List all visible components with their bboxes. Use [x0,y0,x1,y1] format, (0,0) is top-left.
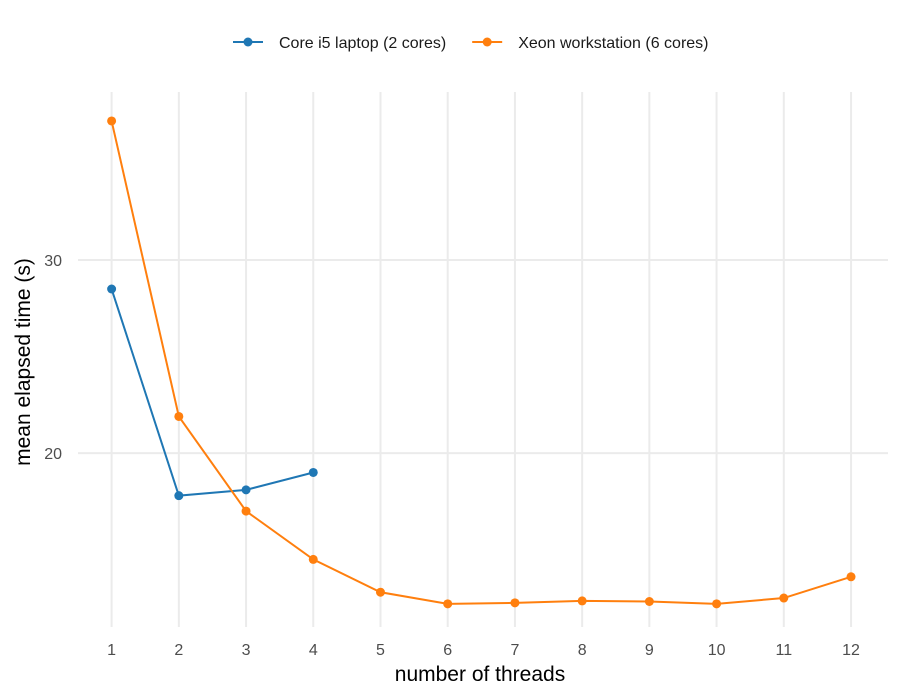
data-point [846,572,856,582]
y-tick-label: 20 [44,446,62,463]
x-tick-label: 11 [776,642,793,659]
series-1 [107,284,318,501]
legend-label: Core i5 laptop (2 cores) [279,35,446,52]
x-tick-label: 3 [242,642,251,659]
x-axis-title: number of threads [395,663,565,686]
data-point [241,485,251,495]
legend-label: Xeon workstation (6 cores) [518,35,708,52]
data-point [241,506,251,516]
data-point [375,587,385,597]
y-tick-label: 30 [44,253,62,270]
grid [78,92,888,627]
x-tick-label: 7 [510,642,519,659]
data-point [644,597,654,607]
data-point [443,599,453,609]
data-point [577,596,587,606]
x-tick-label: 8 [578,642,587,659]
series-line [110,120,852,605]
data-point [174,411,184,421]
series-line [110,288,314,497]
x-tick-label: 4 [309,642,318,659]
series-layer [107,116,856,609]
data-point [107,284,117,294]
x-tick-label: 2 [174,642,183,659]
data-point [308,554,318,564]
legend: Core i5 laptop (2 cores) Xeon workstation… [233,35,709,52]
data-point [510,598,520,608]
data-point [712,599,722,609]
x-tick-label: 6 [443,642,452,659]
data-point [779,593,789,603]
x-tick-label: 12 [842,642,860,659]
data-point [107,116,117,126]
legend-item-2: Xeon workstation (6 cores) [472,35,709,52]
x-tick-label: 10 [708,642,726,659]
y-axis-title: mean elapsed time (s) [12,258,35,466]
series-2 [107,116,856,609]
x-axis-ticks: 1 2 3 4 5 6 7 8 9 10 11 12 [107,642,860,659]
x-tick-label: 1 [107,642,116,659]
data-point [174,491,184,501]
x-tick-label: 5 [376,642,385,659]
legend-marker [243,37,253,47]
legend-marker [482,37,492,47]
legend-item-1: Core i5 laptop (2 cores) [233,35,446,52]
data-point [308,467,318,477]
x-tick-label: 9 [645,642,654,659]
